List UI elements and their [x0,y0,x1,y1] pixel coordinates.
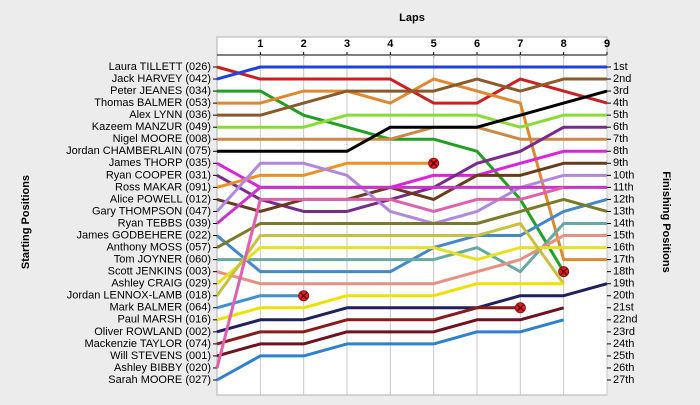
y2-tick-label: 19th [613,278,634,290]
y2-tick-label: 8th [613,145,628,157]
y2-tick-label: 14th [613,217,634,229]
retired-marker [558,266,570,278]
x-tick-label: 2 [301,38,307,50]
retired-marker [514,302,526,314]
y2-tick-label: 4th [613,97,628,109]
y2-tick-label: 18th [613,266,634,278]
y2-tick-label: 3rd [613,85,629,97]
y2-tick-label: 1st [613,61,628,73]
retired-marker [428,157,440,169]
retired-marker-cross [516,304,524,312]
y-tick-label: Tom JOYNER (060) [114,254,211,266]
y-tick-label: Gary THOMPSON (047) [92,205,211,217]
y-tick-label: Mark BALMER (064) [110,302,211,314]
lap-line [217,113,607,129]
y-tick-label: Scott JENKINS (003) [108,266,211,278]
lap-line [215,185,565,369]
retired-marker [298,290,310,302]
y2-tick-label: 23rd [613,326,635,338]
y-tick-label: Thomas BALMER (053) [94,97,211,109]
x-tick-label: 8 [561,38,567,50]
y-tick-label: Jordan CHAMBERLAIN (075) [66,145,211,157]
x-tick-label: 9 [604,38,610,50]
y2-tick-label: 22nd [613,314,637,326]
y2-tick-label: 27th [613,374,634,386]
x-tick-label: 7 [517,38,523,50]
y2-tick-label: 11th [613,181,634,193]
lap-line [216,161,607,213]
retired-marker-cross [560,268,568,276]
y-tick-label: Will STEVENS (001) [110,350,211,362]
lap-line [216,318,565,382]
y2-tick-label: 26th [613,362,634,374]
y-tick-label: Alex LYNN (036) [129,109,211,121]
y-tick-label: Ashley BIBBY (020) [114,362,211,374]
y2-tick-label: 9th [613,157,628,169]
y-tick-label: Oliver ROWLAND (002) [94,326,211,338]
y-tick-label: James THORP (035) [109,157,211,169]
y2-tick-label: 21st [613,302,634,314]
y2-tick-label: 6th [613,121,628,133]
y2-tick-label: 2nd [613,73,631,85]
y-axis-title: Starting Positions [20,175,32,269]
y-tick-label: Sarah MOORE (027) [108,374,211,386]
y2-tick-label: 20th [613,290,634,302]
lap-line [217,89,608,153]
y-tick-label: Ryan TEBBS (039) [118,217,211,229]
x-tick-label: 4 [387,38,394,50]
x-tick-label: 3 [344,38,350,50]
lap-line [216,246,607,285]
y-tick-label: James GODBEHERE (022) [77,229,211,241]
y-tick-label: Ross MAKAR (091) [115,181,211,193]
lap-line [216,197,608,249]
y-tick-label: Jack HARVEY (042) [112,73,211,85]
lap-line [215,222,565,297]
y2-tick-label: 24th [613,338,634,350]
lap-line [216,294,304,310]
lap-line [216,65,607,81]
lap-line [216,185,607,225]
lap-line [216,306,565,358]
y2-tick-label: 10th [613,169,634,181]
y2-tick-label: 15th [613,229,634,241]
y-tick-label: Paul MARSH (016) [117,314,211,326]
lap-line [216,306,521,346]
x-tick-label: 1 [257,38,263,50]
y2-tick-label: 7th [613,133,628,145]
y-tick-label: Peter JEANES (034) [110,85,211,97]
lap-line [215,161,607,225]
x-tick-label: 6 [474,38,480,50]
retired-marker-cross [300,292,308,300]
y-tick-label: Laura TILLETT (026) [109,61,211,73]
y-tick-label: Mackenzie TAYLOR (074) [84,338,211,350]
y-tick-label: Nigel MOORE (008) [113,133,211,145]
y2-axis-title: Finishing Positions [660,171,672,272]
lap-line [216,282,608,334]
chart-title: Laps [399,12,425,24]
x-tick-label: 5 [431,38,437,50]
y-tick-label: Alice POWELL (012) [110,193,211,205]
lap-line [217,77,607,117]
y2-tick-label: 13th [613,205,634,217]
y-tick-label: Ryan COOPER (031) [106,169,211,181]
y2-tick-label: 17th [613,254,634,266]
y2-tick-label: 25th [613,350,634,362]
y2-tick-label: 12th [613,193,634,205]
retired-marker-cross [430,159,438,167]
y-tick-label: Jordan LENNOX-LAMB (018) [67,290,211,302]
y2-tick-label: 16th [613,241,634,253]
y-tick-label: Ashley CRAIG (029) [111,278,211,290]
y-tick-label: Anthony MOSS (057) [106,241,211,253]
y-tick-label: Kazeem MANZUR (049) [92,121,211,133]
lap-line [216,282,564,322]
y2-tick-label: 5th [613,109,628,121]
